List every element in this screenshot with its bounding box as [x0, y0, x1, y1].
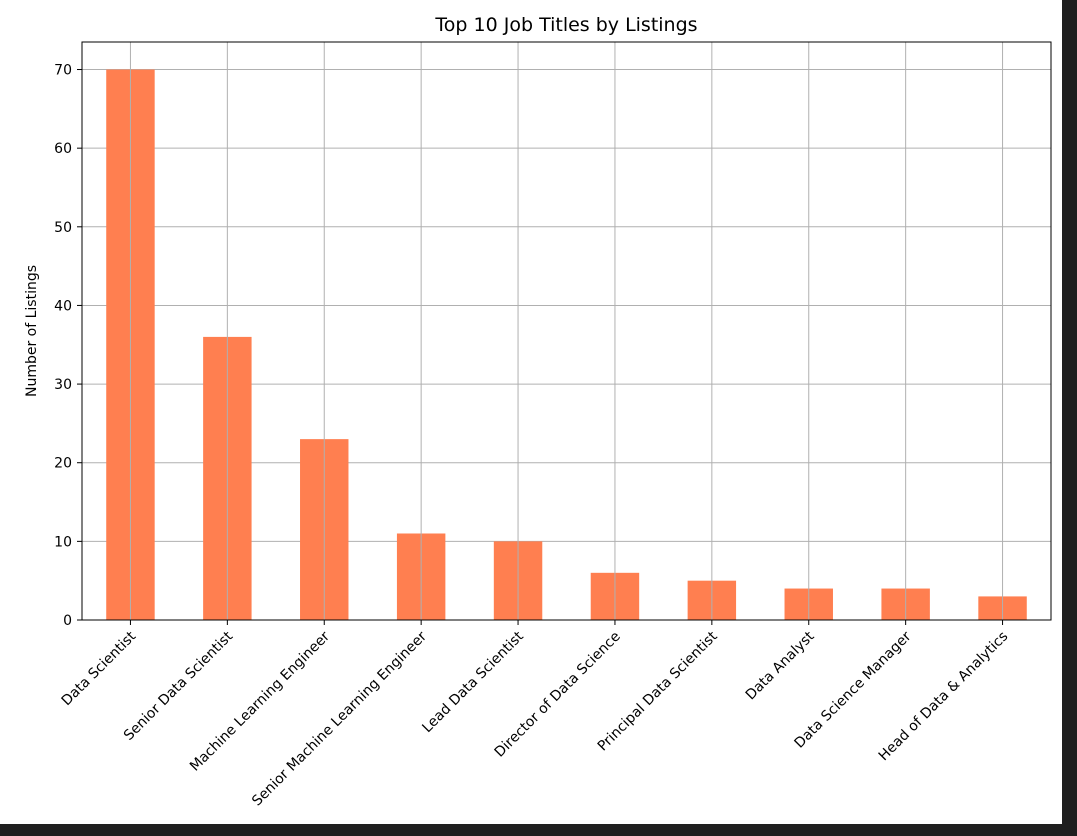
y-tick-label: 70: [54, 63, 72, 79]
y-axis: 0 10 20 30 40 50 60 70: [54, 63, 82, 629]
y-tick-label: 10: [54, 534, 72, 550]
plot-frame: [81, 41, 1052, 621]
x-tick-label: Senior Machine Learning Engineer: [249, 628, 430, 809]
x-tick-label: Senior Data Scientist: [121, 628, 237, 744]
bars: [106, 42, 1027, 621]
x-tick-label: Data Analyst: [743, 628, 818, 703]
chart-title: Top 10 Job Titles by Listings: [434, 14, 697, 36]
y-tick-label: 20: [54, 456, 72, 472]
x-tick-label: Lead Data Scientist: [419, 628, 527, 736]
y-tick-label: 50: [54, 220, 72, 236]
y-tick-label: 40: [54, 298, 72, 314]
x-tick-label: Data Scientist: [59, 628, 140, 709]
figure: 0 10 20 30 40 50 60 70 Data Scientist Senior Dat…: [0, 0, 1062, 824]
y-tick-label: 60: [54, 141, 72, 157]
y-axis-label: Number of Listings: [24, 265, 40, 397]
y-tick-label: 30: [54, 377, 72, 393]
y-tick-label: 0: [63, 613, 72, 629]
